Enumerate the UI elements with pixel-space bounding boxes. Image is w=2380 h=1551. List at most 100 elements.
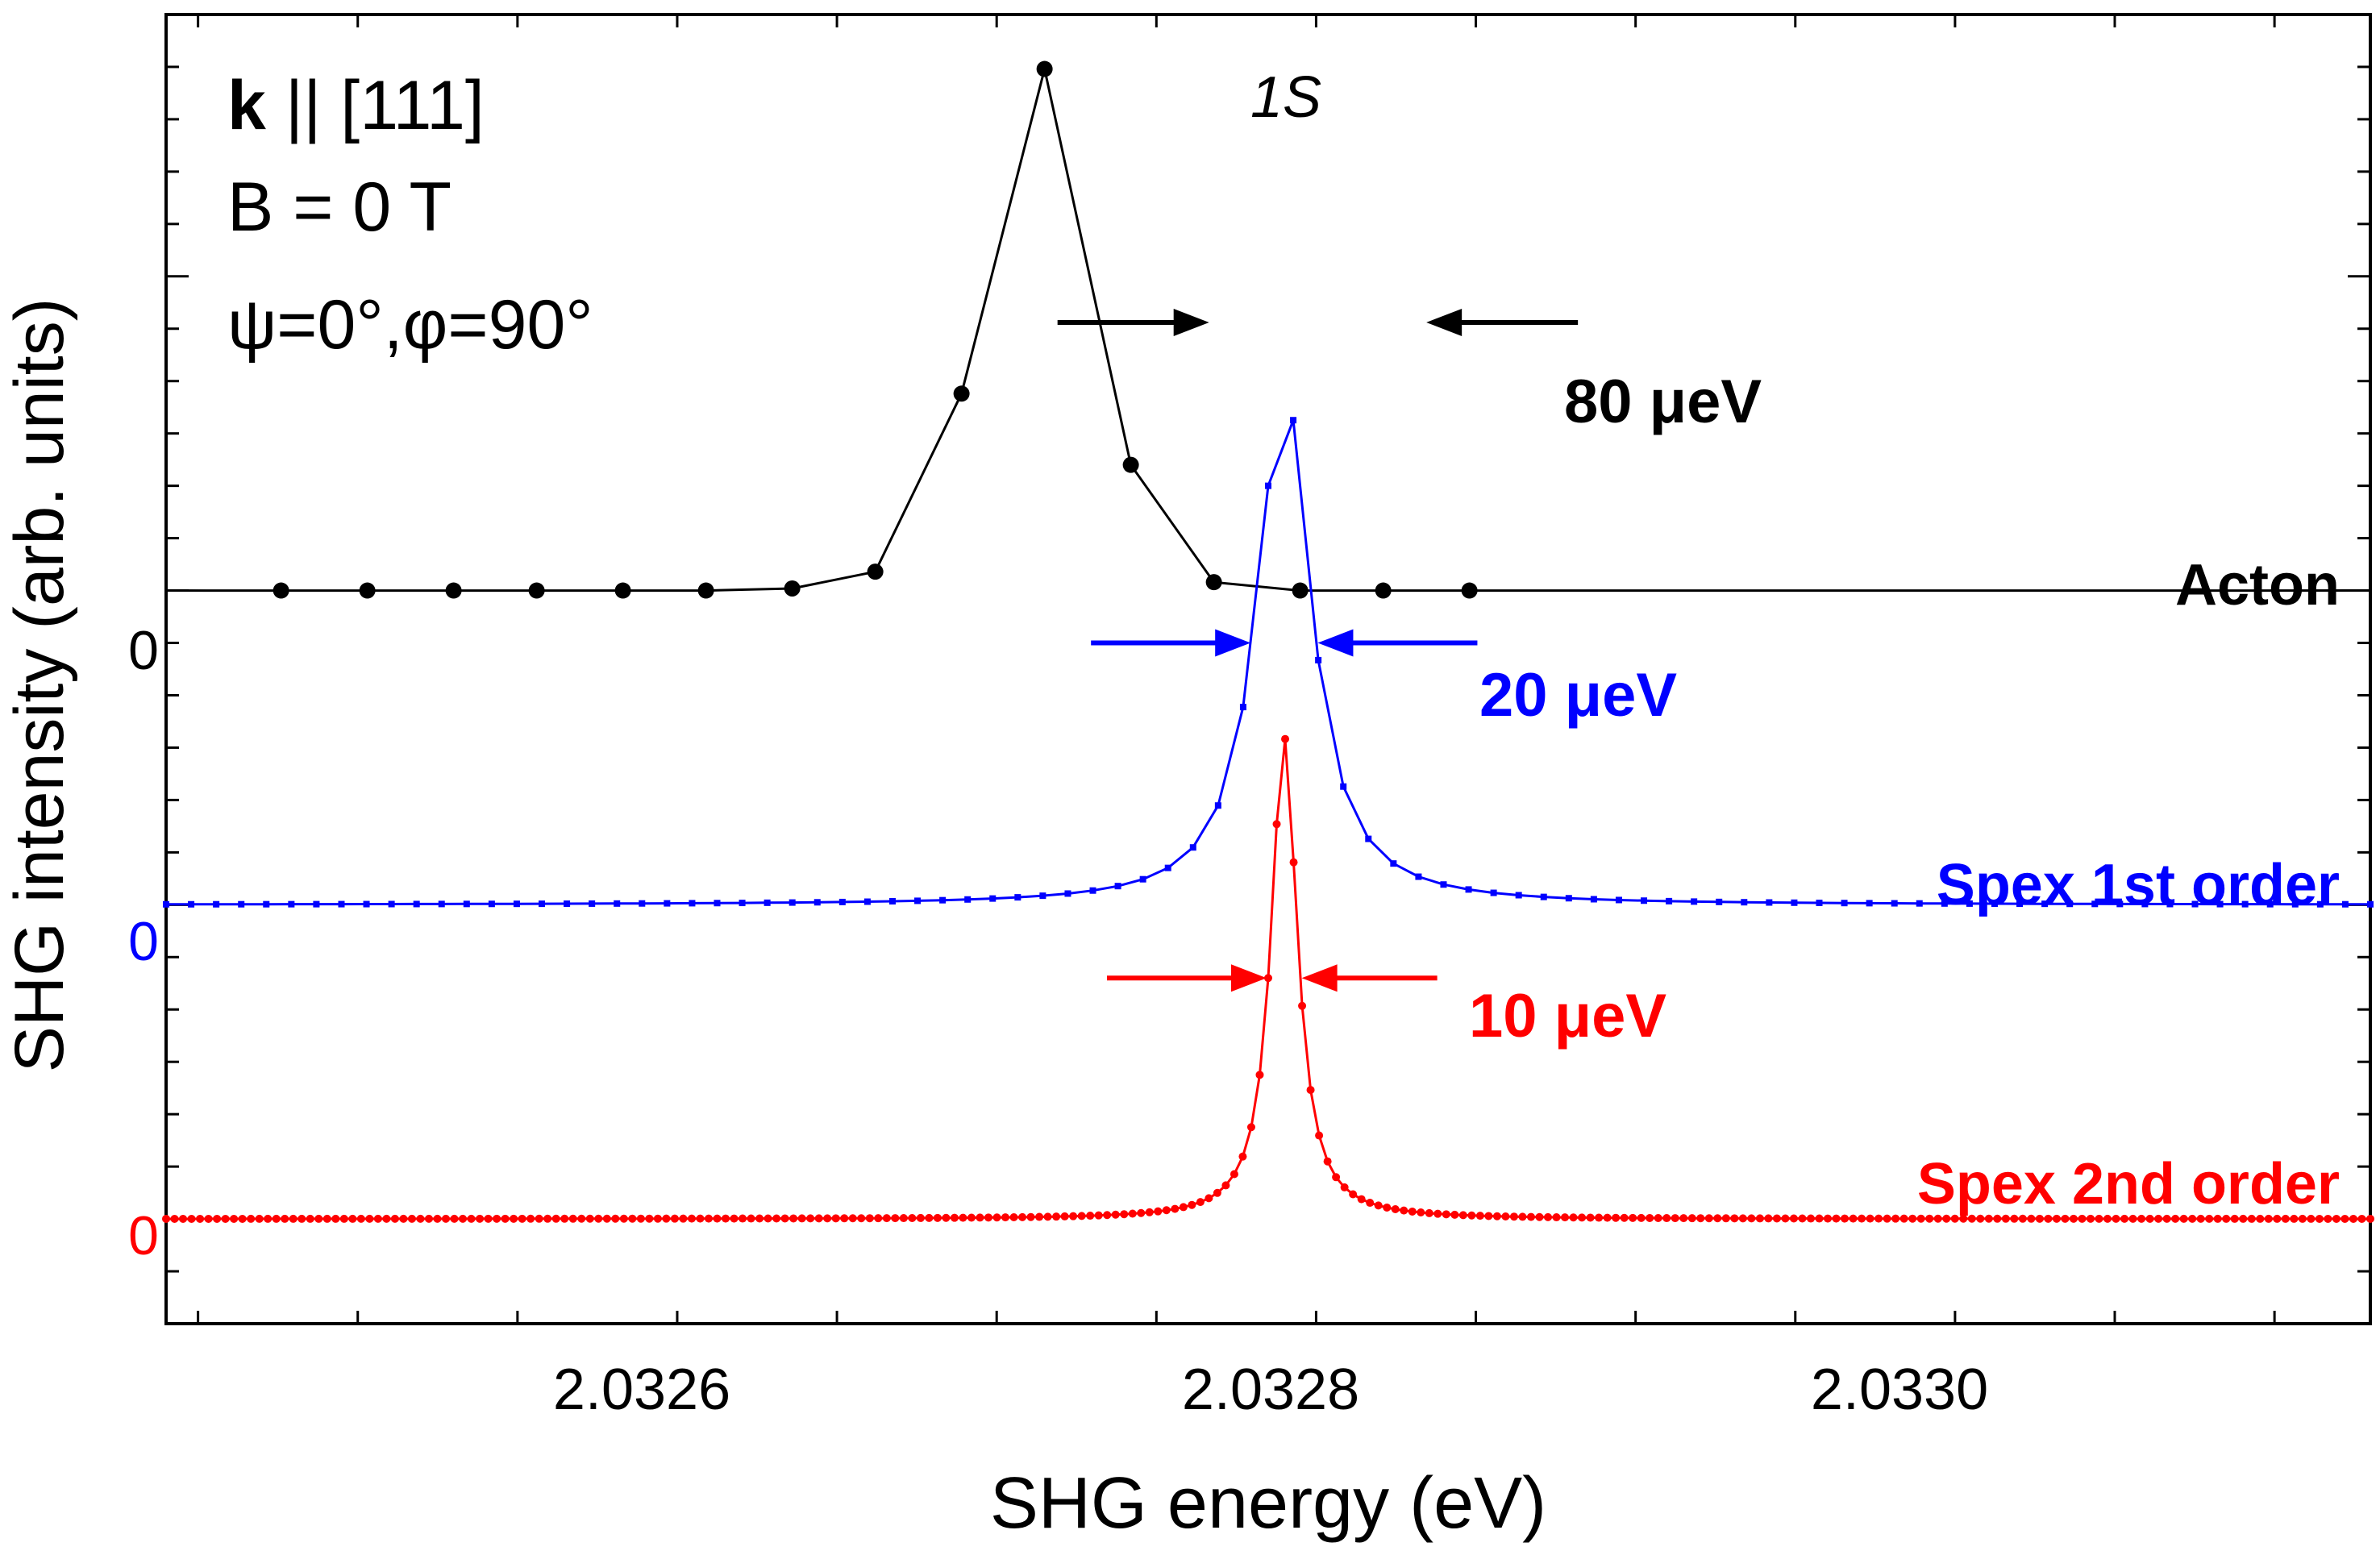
spex-2nd-point (1942, 1214, 1951, 1223)
spex-1st-point (1290, 417, 1297, 424)
spex-2nd-point (764, 1214, 772, 1223)
spex-2nd-point (2298, 1214, 2307, 1223)
spex-2nd-point (2010, 1214, 2019, 1223)
spex-1st-point (1214, 802, 1221, 809)
spex-2nd-point (585, 1214, 594, 1223)
x-tick-label-2.0328: 2.0328 (1182, 1358, 1359, 1422)
spex-1st-point (1916, 900, 1923, 907)
acton-point (1205, 574, 1222, 591)
spex-2nd-point (739, 1214, 747, 1223)
linewidth-arrows (1057, 308, 1579, 992)
spex-2nd-point (577, 1214, 586, 1223)
acton-point (953, 385, 970, 402)
spex-2nd-point (1806, 1214, 1815, 1223)
spex-2nd-point (281, 1214, 289, 1223)
spex-1st-point (1841, 900, 1848, 907)
spex-2nd-point (526, 1214, 535, 1223)
spex-2nd-point (611, 1214, 620, 1223)
spex-2nd-point (518, 1214, 526, 1223)
spex-2nd-point (1035, 1212, 1044, 1221)
spex-2nd-point (1323, 1157, 1332, 1166)
spex-2nd-arrow-left-head (1231, 964, 1267, 992)
spex-2nd-point (789, 1214, 798, 1223)
zero-label-spex-2nd: 0 (128, 1205, 159, 1266)
spex-2nd-point (1815, 1214, 1824, 1223)
peak-label-1s: 1S (1250, 65, 1321, 130)
spex-2nd-point (840, 1214, 849, 1223)
spex-1st-point (564, 900, 571, 908)
spex-2nd-point (1501, 1212, 1510, 1220)
spex-1st-point (1039, 892, 1046, 900)
spex-1st-point (438, 900, 445, 908)
spex-1st-point (1265, 482, 1271, 489)
acton-point (1036, 60, 1053, 77)
spex-2nd-point (2357, 1214, 2366, 1223)
spex-2nd-point (780, 1214, 789, 1223)
spex-2nd-point (1721, 1214, 1730, 1223)
spex-2nd-point (1026, 1212, 1035, 1221)
spex-2nd-point (1425, 1208, 1433, 1217)
spex-2nd-point (1417, 1208, 1425, 1217)
condition-angles: ψ=0°,φ=90° (227, 286, 593, 364)
spex-1st-point (163, 900, 169, 908)
spex-1st-point (2091, 900, 2099, 908)
spex-1st-point (914, 897, 922, 904)
spex-2nd-point (2230, 1214, 2239, 1223)
spex-2nd-point (1154, 1207, 1163, 1216)
spex-2nd-point (356, 1214, 365, 1223)
spex-2nd-point (1535, 1212, 1544, 1221)
spex-1st-point (463, 900, 470, 908)
spex-2nd-point (1018, 1212, 1027, 1221)
spex-2nd-point (823, 1214, 832, 1223)
spex-2nd-point (1646, 1213, 1654, 1222)
spex-2nd-point (1637, 1213, 1646, 1222)
spex-2nd-point (407, 1214, 416, 1223)
spex-2nd-point (1077, 1212, 1086, 1220)
spex-2nd-point (2196, 1214, 2205, 1223)
spex-2nd-point (1687, 1214, 1696, 1223)
spex-1st-point (1365, 835, 1372, 842)
spex-2nd-point (1366, 1199, 1375, 1208)
spex-2nd-point (1704, 1214, 1713, 1223)
spex-2nd-point (459, 1214, 468, 1223)
spex-2nd-point (1009, 1213, 1018, 1222)
spex-2nd-point (1060, 1212, 1069, 1220)
spex-2nd-point (2324, 1214, 2332, 1223)
spex-2nd-point (797, 1214, 806, 1223)
zero-label-spex-1st: 0 (128, 911, 159, 972)
spex-2nd-point (882, 1214, 891, 1223)
legend-acton: Acton (2175, 553, 2340, 617)
spex-2nd-point (1246, 1123, 1255, 1132)
spex-2nd-point (1484, 1212, 1493, 1220)
spex-2nd-point (221, 1214, 230, 1223)
spex-2nd-point (1730, 1214, 1739, 1223)
spex-1st-point (2041, 900, 2049, 908)
spex-2nd-point (501, 1214, 510, 1223)
spex-2nd-point (933, 1213, 942, 1222)
spex-2nd-point (1094, 1211, 1103, 1220)
spex-1st-point (2367, 900, 2374, 908)
spex-1st-point (838, 898, 846, 905)
spex-1st-point (1515, 892, 1522, 899)
spex-2nd-point (2052, 1214, 2061, 1223)
spex-2nd-point (2239, 1214, 2248, 1223)
spex-2nd-point (255, 1214, 264, 1223)
spex-2nd-point (2179, 1214, 2188, 1223)
spex-2nd-point (535, 1214, 543, 1223)
spex-2nd-point (2247, 1214, 2256, 1223)
spex-2nd-point (1255, 1071, 1264, 1079)
spex-2nd-point (1306, 1086, 1315, 1095)
spex-1st-point (1239, 704, 1246, 711)
legend-spex-1st: Spex 1st order (1937, 853, 2340, 917)
spex-2nd-point (1162, 1206, 1171, 1215)
spex-2nd-point (1052, 1212, 1061, 1221)
spex-2nd-point (687, 1214, 696, 1223)
spex-2nd-point (848, 1214, 857, 1223)
x-tick-label-2.0326: 2.0326 (553, 1358, 730, 1422)
spex-2nd-point (1408, 1207, 1417, 1216)
spex-1st-point (1340, 783, 1347, 790)
spex-2nd-point (636, 1214, 645, 1223)
spex-2nd-point (1654, 1213, 1662, 1222)
spex-2nd-point (959, 1213, 967, 1222)
spex-1st-point (1741, 899, 1748, 906)
